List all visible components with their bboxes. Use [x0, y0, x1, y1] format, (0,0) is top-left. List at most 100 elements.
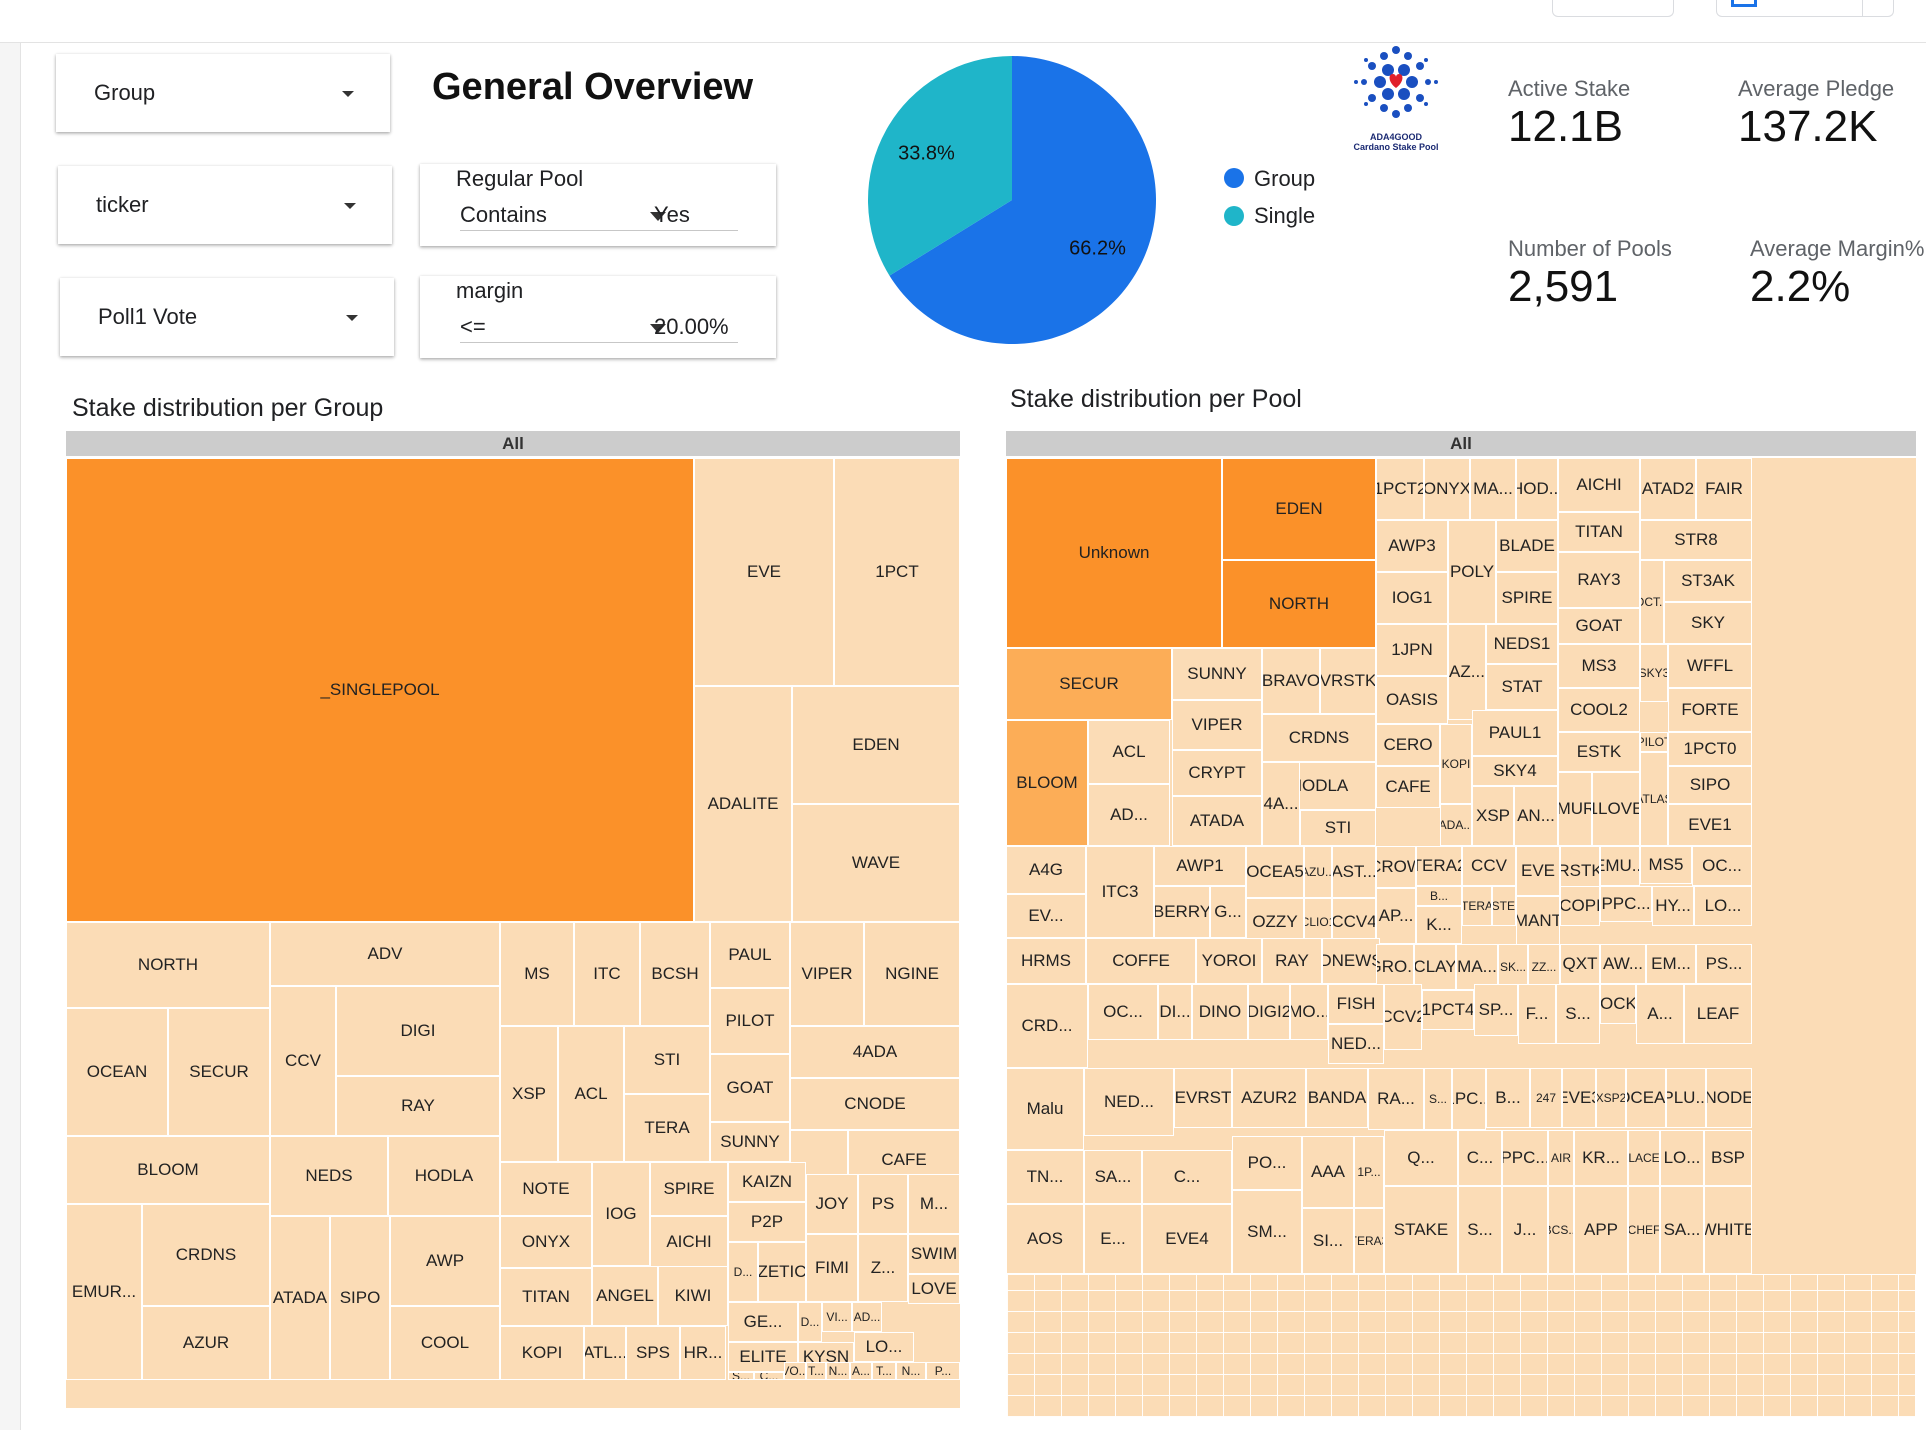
pool-treemap-cell[interactable]: COFFE	[1086, 938, 1196, 984]
pool-treemap-cell[interactable]: MO...	[1290, 984, 1328, 1040]
pool-treemap-cell[interactable]: SM...	[1232, 1190, 1302, 1274]
margin-operator-select[interactable]: <=	[460, 308, 666, 343]
pool-treemap-cell[interactable]: CRD...	[1006, 984, 1088, 1068]
pool-treemap-cell[interactable]: 1LOVE	[1592, 772, 1640, 846]
pool-treemap-cell[interactable]: BANDA	[1306, 1068, 1368, 1128]
pool-treemap-cell[interactable]: COOL2	[1558, 688, 1640, 732]
pool-treemap-cell[interactable]: A4G	[1006, 846, 1086, 894]
group-treemap-cell[interactable]: Z...	[858, 1234, 908, 1302]
pool-treemap-cell[interactable]: ITC3	[1086, 846, 1154, 938]
pool-treemap-cell[interactable]: EVE3	[1562, 1068, 1596, 1128]
pool-treemap-cell[interactable]: FISH	[1328, 984, 1384, 1024]
pool-treemap-cell[interactable]: SKY	[1664, 602, 1752, 644]
pool-treemap-cell[interactable]: KOPI	[1440, 724, 1472, 804]
poll-vote-dropdown[interactable]: Poll1 Vote	[60, 278, 394, 356]
pool-treemap-cell[interactable]: AWP1	[1154, 846, 1246, 886]
pool-treemap-cell[interactable]: A...	[1636, 984, 1684, 1044]
pool-treemap-cell[interactable]: 1STEP	[1492, 886, 1516, 926]
group-treemap-cell[interactable]: PILOT	[710, 988, 790, 1054]
pool-treemap-cell[interactable]: PAUL1	[1472, 710, 1558, 756]
pool-treemap-cell[interactable]: WHITE	[1704, 1186, 1752, 1274]
group-dropdown[interactable]: Group	[56, 54, 390, 132]
group-treemap-cell[interactable]: AD...	[852, 1302, 882, 1332]
group-treemap-cell[interactable]: SPS	[626, 1326, 680, 1380]
pool-treemap-cell[interactable]: FAIR	[1696, 458, 1752, 520]
pool-treemap-cell[interactable]: AST...	[1332, 846, 1376, 898]
group-treemap-cell[interactable]: ONYX	[500, 1216, 592, 1268]
group-treemap-cell[interactable]: AWP	[390, 1216, 500, 1306]
pool-treemap-cell[interactable]: EVE	[1516, 846, 1560, 896]
group-treemap-cell[interactable]: JOY	[806, 1174, 858, 1234]
group-treemap-cell[interactable]: XSP	[500, 1026, 558, 1162]
pool-treemap-cell[interactable]: S...	[1556, 984, 1600, 1044]
pool-treemap-cell[interactable]: PPC...	[1502, 1130, 1548, 1186]
group-treemap-cell[interactable]: ATL...	[584, 1326, 626, 1380]
pool-treemap-cell[interactable]: C...	[1458, 1130, 1502, 1186]
pool-treemap-cell[interactable]: PO...	[1232, 1136, 1302, 1190]
group-treemap-cell[interactable]: AICHI	[650, 1216, 728, 1268]
pool-treemap-cell[interactable]: AOS	[1006, 1204, 1084, 1274]
pool-treemap-cell[interactable]: K...	[1416, 906, 1462, 944]
pool-treemap-cell[interactable]: STAKE	[1384, 1186, 1458, 1274]
pool-treemap-cell[interactable]: AZ...	[1448, 624, 1486, 720]
pool-treemap-cell[interactable]: EMUR2	[1558, 772, 1592, 846]
pool-treemap-cell[interactable]: EVE4	[1142, 1204, 1232, 1274]
pool-treemap-cell[interactable]: MANT	[1516, 896, 1560, 946]
pool-treemap-cell[interactable]: EVRST	[1174, 1068, 1232, 1128]
regular-pool-operator-select[interactable]: Contains	[460, 196, 666, 231]
pool-treemap-cell[interactable]: BCS...	[1548, 1186, 1574, 1274]
pool-treemap-cell[interactable]: AP...	[1376, 888, 1416, 944]
pool-treemap-cell[interactable]: AAA	[1302, 1136, 1354, 1208]
pool-treemap-cell[interactable]: E...	[1084, 1204, 1142, 1274]
pool-treemap-cell[interactable]: SPIRE	[1496, 572, 1558, 624]
group-treemap-cell[interactable]: DIGI	[336, 986, 500, 1076]
pool-treemap-cell[interactable]: ROCKY	[1600, 984, 1636, 1024]
group-treemap-cell[interactable]: RAY	[336, 1076, 500, 1136]
pool-treemap-cell[interactable]: 1PC...	[1452, 1068, 1486, 1130]
pool-treemap-cell[interactable]: HY...	[1652, 886, 1694, 926]
group-treemap-cell[interactable]: KOPI	[500, 1326, 584, 1380]
pool-treemap-cell[interactable]: IOG1	[1376, 572, 1448, 624]
pool-treemap-cell[interactable]: SKY4	[1472, 756, 1558, 786]
pool-treemap-cell[interactable]: EV...	[1006, 894, 1086, 938]
toolbar-button-right[interactable]	[1716, 0, 1894, 17]
group-treemap-cell[interactable]: KIWI	[658, 1266, 728, 1326]
pool-treemap-cell[interactable]: 4A...	[1262, 762, 1300, 846]
pool-treemap-cell[interactable]: MS3	[1558, 644, 1640, 688]
group-treemap-cell[interactable]: N...	[826, 1362, 850, 1380]
group-treemap-cell[interactable]: N...	[896, 1362, 926, 1380]
group-treemap-cell[interactable]: SUNNY	[710, 1122, 790, 1162]
pool-treemap-cell[interactable]: S...	[1458, 1186, 1502, 1274]
group-treemap-cell[interactable]: EMUR...	[66, 1204, 142, 1380]
pool-treemap-cell[interactable]: AZU...	[1304, 846, 1332, 898]
pool-treemap-cell[interactable]: ACL	[1088, 720, 1170, 784]
pool-treemap-cell[interactable]: HOD...	[1516, 458, 1558, 520]
group-treemap-cell[interactable]: VI...	[822, 1302, 852, 1332]
pool-treemap-cell[interactable]: SP...	[1474, 984, 1518, 1036]
group-treemap-cell[interactable]: T...	[806, 1362, 826, 1380]
pool-treemap-cell[interactable]: Malu	[1006, 1068, 1084, 1150]
pool-treemap-cell[interactable]: CLAY	[1414, 944, 1456, 990]
pool-treemap-header[interactable]: All	[1006, 431, 1916, 457]
group-treemap-cell[interactable]: CCV	[270, 986, 336, 1136]
pool-treemap-cell[interactable]: DI...	[1158, 984, 1192, 1040]
pool-treemap-cell[interactable]: COPI	[1560, 886, 1600, 926]
pool-treemap-cell[interactable]: ATADA	[1172, 796, 1262, 846]
group-treemap-cell[interactable]: T...	[872, 1362, 896, 1380]
group-treemap-cell[interactable]: ACL	[558, 1026, 624, 1162]
pool-treemap-cell[interactable]: CRDNS	[1262, 714, 1376, 762]
toolbar-button-left[interactable]	[1552, 0, 1674, 17]
pool-treemap-cell[interactable]: CERO	[1376, 724, 1440, 766]
pool-treemap-cell[interactable]: TERA	[1462, 886, 1492, 926]
pool-treemap-cell[interactable]: SECUR	[1006, 648, 1172, 720]
pool-treemap-cell[interactable]: STR8	[1640, 520, 1752, 560]
pool-treemap-cell[interactable]: EVE1	[1668, 804, 1752, 846]
pool-treemap-cell[interactable]: SI...	[1302, 1208, 1354, 1274]
group-treemap-cell[interactable]: D...	[798, 1302, 822, 1342]
pool-treemap-cell[interactable]: S...	[1424, 1068, 1452, 1130]
pool-treemap-cell[interactable]: 1JPN	[1376, 624, 1448, 676]
group-treemap-cell[interactable]: SWIM	[908, 1234, 960, 1274]
pool-treemap-cell[interactable]: NORTH	[1222, 560, 1376, 648]
group-treemap-cell[interactable]: LO...	[854, 1332, 914, 1362]
pool-treemap-cell[interactable]: BRAVO	[1262, 648, 1320, 714]
